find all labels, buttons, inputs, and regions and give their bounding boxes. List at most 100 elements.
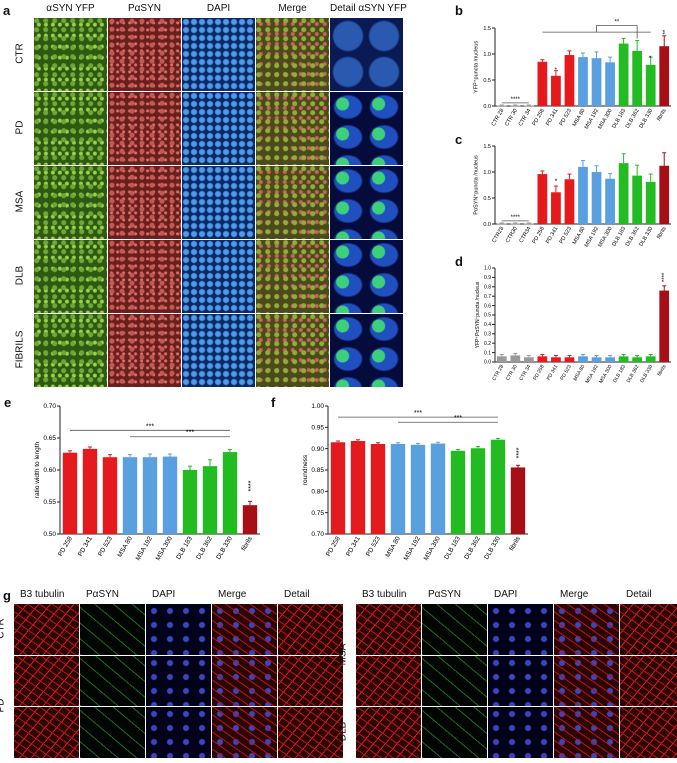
- bar: [578, 356, 588, 362]
- micrograph: [182, 166, 255, 239]
- x-tick-label: fibrils: [656, 108, 668, 122]
- y-tick-label: 1.0: [483, 52, 491, 58]
- micrograph: [620, 707, 677, 758]
- micrograph: [14, 655, 79, 707]
- panel-d-label: d: [455, 254, 463, 269]
- micrograph: [108, 166, 181, 239]
- bar: [591, 58, 602, 106]
- micrograph: [182, 92, 255, 165]
- panel-g-row-label: MSA: [337, 643, 349, 665]
- significance-label: ****: [511, 97, 521, 103]
- x-tick-label: PD 341: [345, 535, 362, 558]
- y-tick-label: 0.5: [483, 196, 491, 202]
- micrograph: [422, 707, 487, 758]
- bar: [659, 46, 670, 106]
- bar: [632, 50, 643, 106]
- bar: [551, 75, 561, 106]
- bar: [510, 355, 521, 362]
- panel-g-col-header: DAPI: [494, 589, 518, 600]
- x-tick-label: DLB 362: [195, 535, 214, 561]
- panel-g-col-header: Merge: [218, 589, 247, 600]
- bar: [496, 356, 507, 362]
- micrograph: [256, 92, 329, 165]
- panel-a-col-header: Detail αSYN YFP: [330, 3, 407, 14]
- y-axis-label: YFP⁺PαSYN⁺puncta /nucleus: [475, 281, 481, 348]
- significance-label: ****: [511, 215, 521, 221]
- bar: [551, 192, 561, 224]
- micrograph: [256, 240, 329, 313]
- micrograph: [212, 707, 277, 758]
- bar: [430, 443, 446, 534]
- y-axis-label: ratio width to length: [34, 441, 41, 498]
- bar: [564, 55, 575, 106]
- micrograph: [356, 655, 421, 707]
- micrograph: [212, 655, 277, 707]
- bar: [632, 175, 643, 224]
- significance-label: *: [555, 67, 561, 70]
- significance-label: ****: [248, 480, 255, 491]
- micrograph: [330, 92, 403, 165]
- micrograph: [356, 707, 421, 758]
- y-tick-label: 0.4: [484, 322, 491, 328]
- y-tick-label: 0.80: [311, 489, 324, 496]
- y-tick-label: 0.75: [311, 510, 324, 517]
- bar: [659, 290, 670, 362]
- micrograph: [34, 240, 107, 313]
- significance-label: ****: [516, 447, 523, 458]
- y-tick-label: 0.60: [43, 467, 56, 474]
- bar: [182, 470, 198, 534]
- panel-a-col-header: αSYN YFP: [46, 3, 95, 14]
- y-axis-label: PαSYN⁺puncta /nucleus: [472, 155, 479, 215]
- bar: [510, 467, 526, 534]
- micrograph: [278, 604, 343, 655]
- x-tick-label: CTR28: [491, 226, 505, 244]
- bar: [618, 356, 629, 362]
- y-tick-label: 0.85: [311, 467, 324, 474]
- y-tick-label: 0.90: [311, 446, 324, 453]
- x-tick-label: MSA 80: [116, 535, 134, 559]
- micrograph: [620, 604, 677, 655]
- y-tick-label: 0.0: [484, 360, 491, 366]
- micrograph: [620, 655, 677, 707]
- x-tick-label: MSA 192: [135, 535, 154, 562]
- y-tick-label: 1.00: [311, 403, 324, 410]
- bar: [632, 357, 643, 362]
- micrograph: [212, 604, 277, 655]
- y-tick-label: 0.0: [483, 104, 491, 110]
- y-tick-label: 0.5: [484, 313, 491, 319]
- x-tick-label: DLB 330: [215, 535, 234, 561]
- micrograph: [256, 166, 329, 239]
- x-tick-label: DLB 183: [443, 535, 462, 561]
- micrograph: [108, 314, 181, 387]
- x-tick-label: PD 341: [545, 226, 559, 245]
- significance-label: **: [663, 29, 669, 34]
- panel-e-label: e: [4, 395, 12, 410]
- chart-d: 0.0 0.1 0.2 0.3 0.4 0.5 0.6 0.7 0.8 0.9 1.0 YFP⁺PαS…: [475, 266, 671, 385]
- x-tick-label: CTR 34: [518, 364, 532, 382]
- x-tick-label: PD 523: [559, 226, 573, 245]
- micrograph: [146, 655, 211, 707]
- bar: [330, 442, 346, 534]
- x-tick-label: CTR 28: [491, 364, 505, 382]
- bar: [605, 357, 615, 362]
- panel-g-col-header: B3 tubulin: [362, 589, 407, 600]
- micrograph: [278, 707, 343, 758]
- bar: [350, 440, 366, 534]
- panel-a-label: a: [3, 3, 11, 18]
- bar: [410, 444, 426, 534]
- bar: [618, 163, 629, 224]
- micrograph: [330, 314, 403, 387]
- micrograph: [14, 604, 79, 655]
- bar: [62, 452, 78, 534]
- significance-label: **: [615, 19, 620, 25]
- micrograph: [182, 240, 255, 313]
- x-tick-label: PD 258: [532, 226, 546, 245]
- micrograph: [256, 18, 329, 91]
- bar: [591, 172, 602, 224]
- bar: [645, 64, 656, 106]
- x-tick-label: PD 341: [546, 364, 560, 382]
- micrograph: [256, 314, 329, 387]
- micrograph: [330, 240, 403, 313]
- x-tick-label: MSA 300: [155, 535, 174, 562]
